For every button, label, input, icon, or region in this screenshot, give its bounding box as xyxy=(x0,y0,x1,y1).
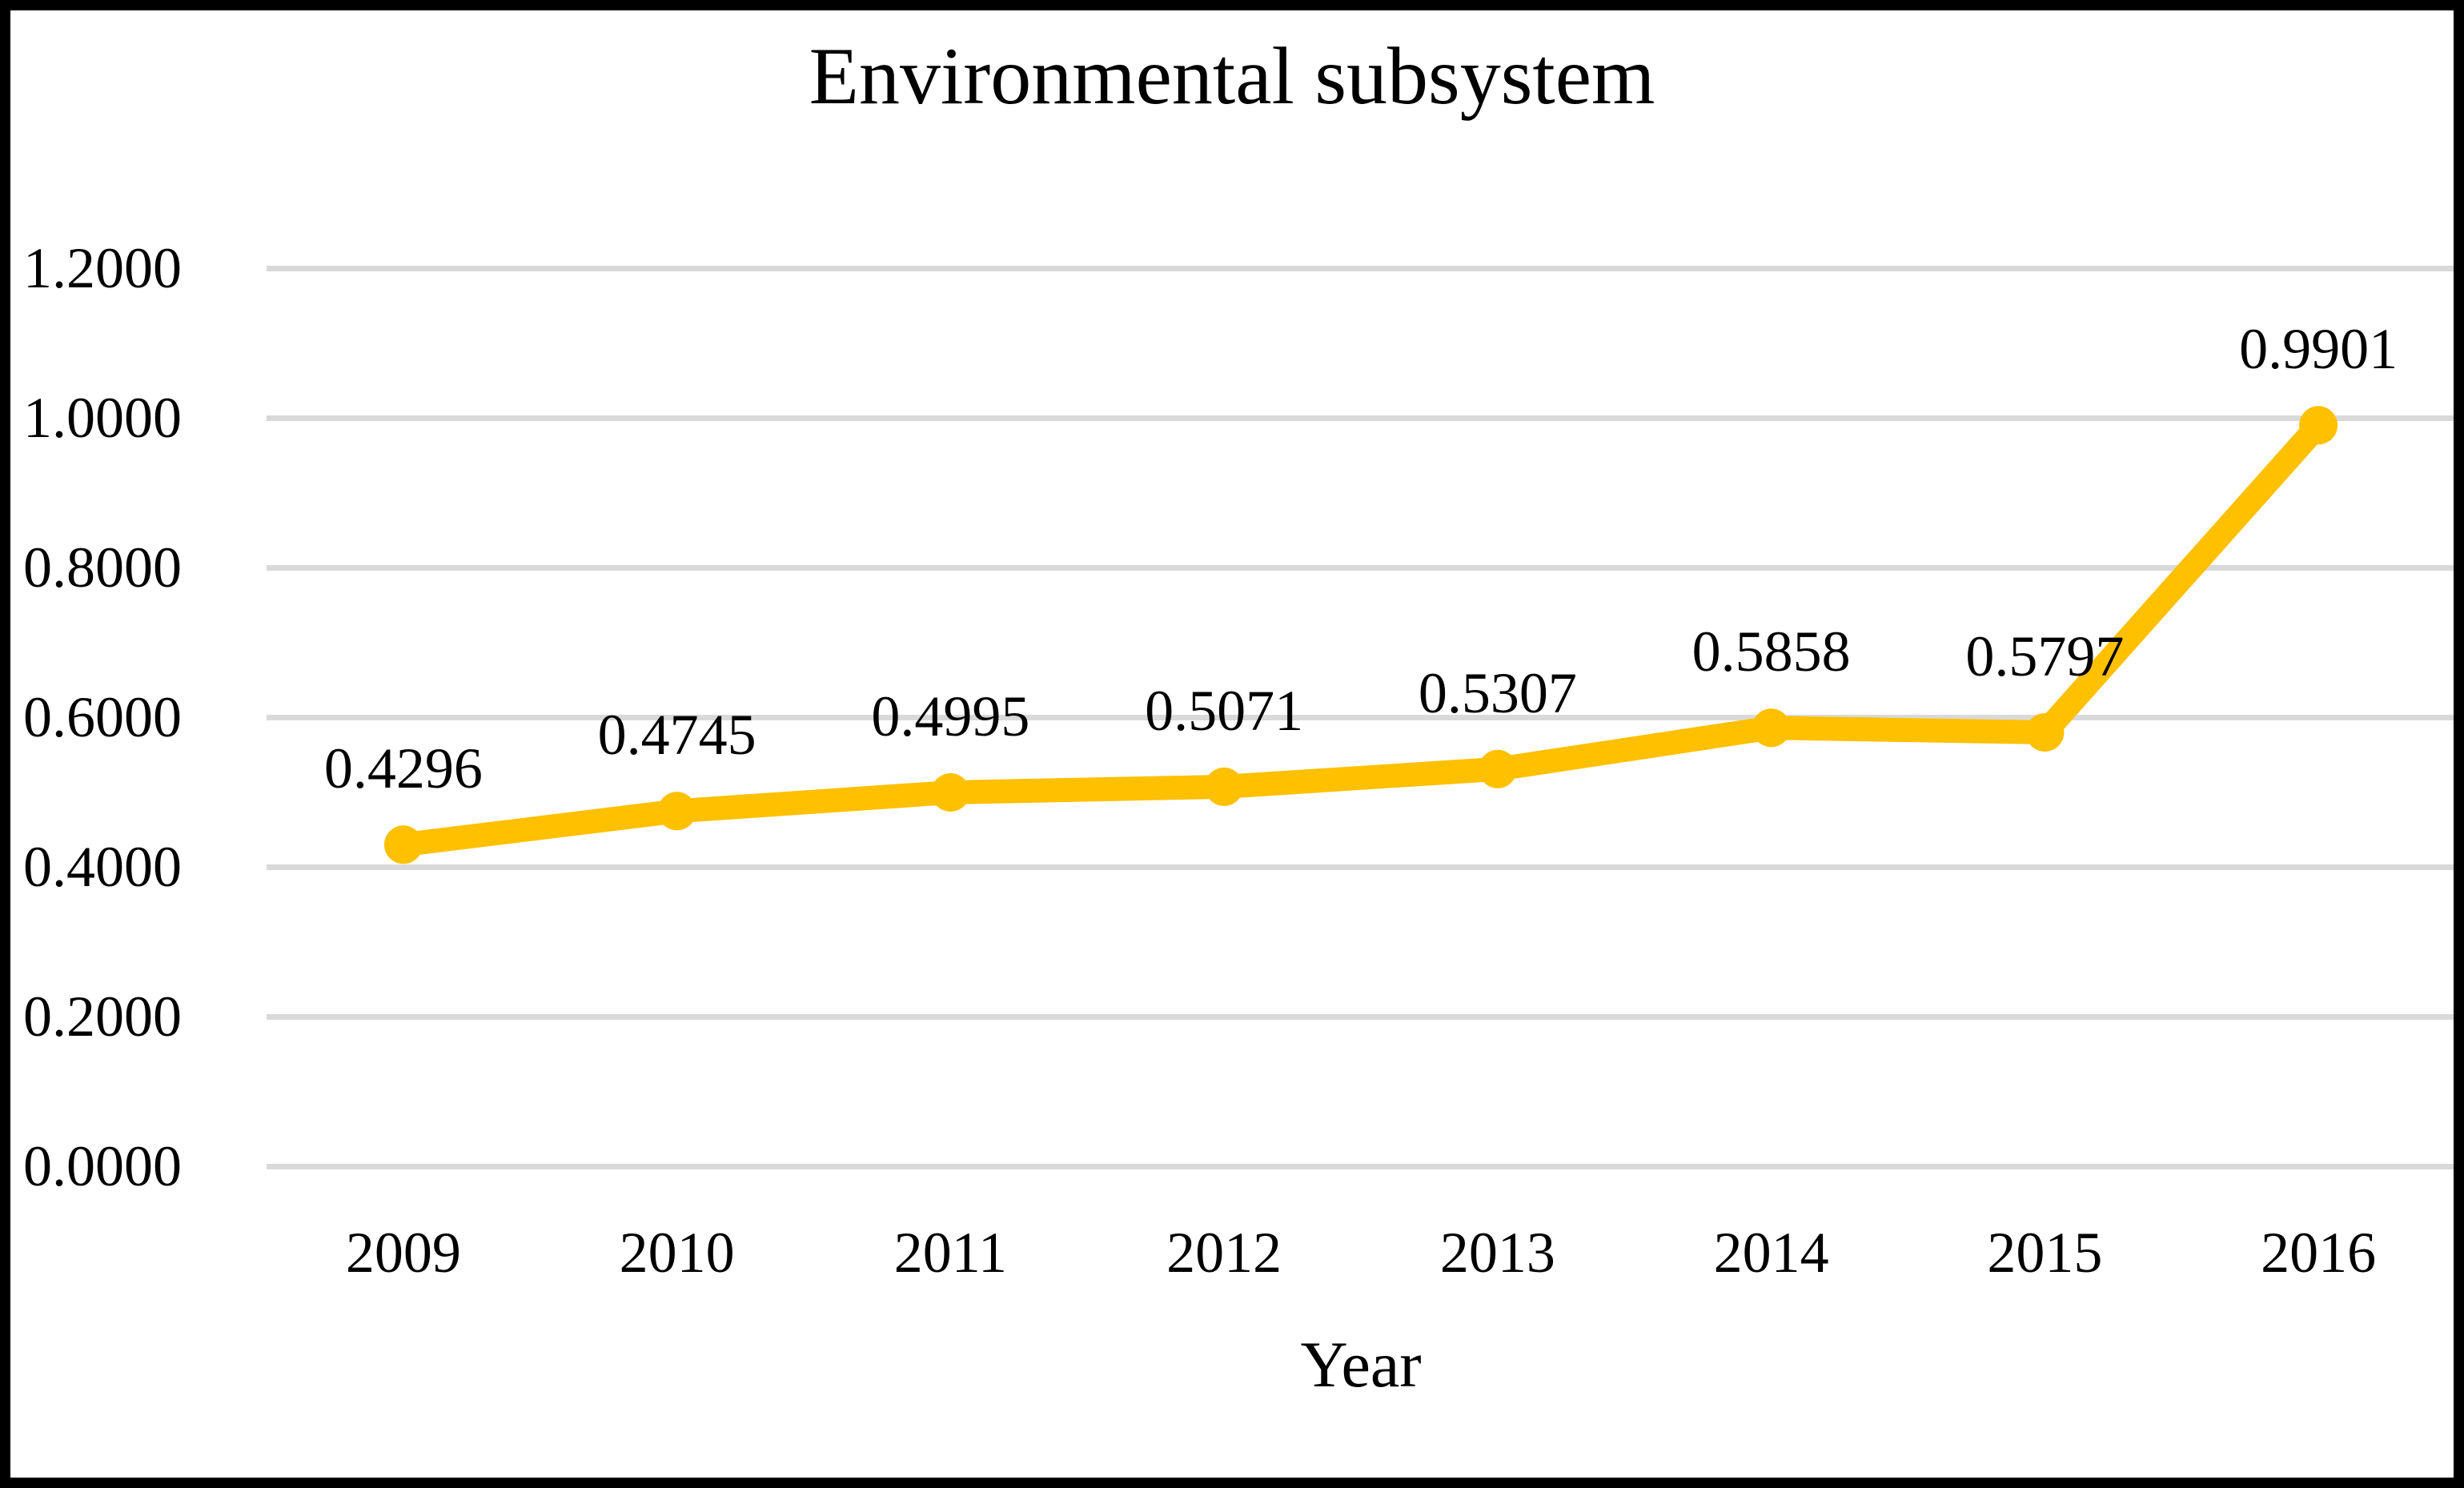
data-point-marker xyxy=(931,773,970,812)
data-label: 0.5071 xyxy=(1145,678,1304,743)
x-tick-label: 2012 xyxy=(1166,1221,1282,1285)
data-label: 0.5307 xyxy=(1418,660,1577,725)
gridline xyxy=(267,265,2454,271)
gridline xyxy=(267,714,2454,720)
data-point-marker xyxy=(1752,708,1791,748)
y-tick-label: 0.8000 xyxy=(23,535,182,600)
y-tick-label: 1.0000 xyxy=(23,386,182,450)
gridline xyxy=(267,1163,2454,1169)
data-label: 0.4745 xyxy=(597,703,756,768)
data-label: 0.5797 xyxy=(1965,624,2125,688)
y-tick-label: 1.2000 xyxy=(23,236,182,300)
gridline xyxy=(267,864,2454,870)
x-axis-title: Year xyxy=(1300,1328,1422,1401)
data-point-marker xyxy=(1478,749,1517,788)
x-tick-label: 2009 xyxy=(345,1221,461,1285)
x-tick-label: 2016 xyxy=(2261,1221,2377,1285)
x-tick-label: 2011 xyxy=(893,1221,1008,1285)
data-label: 0.9901 xyxy=(2239,317,2398,382)
x-tick-label: 2010 xyxy=(619,1221,735,1285)
x-tick-label: 2013 xyxy=(1439,1221,1555,1285)
series-layer xyxy=(383,406,2338,864)
plot-area xyxy=(267,265,2454,1169)
data-point-marker xyxy=(1205,767,1244,806)
data-point-marker xyxy=(2025,713,2065,752)
data-label: 0.5858 xyxy=(1691,620,1851,684)
chart-title: Environmental subsystem xyxy=(809,31,1655,122)
x-tick-label: 2014 xyxy=(1713,1221,1829,1285)
y-tick-label: 0.0000 xyxy=(23,1134,182,1198)
gridline xyxy=(267,415,2454,421)
y-tick-label: 0.2000 xyxy=(23,985,182,1049)
series-line xyxy=(391,413,2331,857)
gridline xyxy=(267,1013,2454,1020)
data-label: 0.4296 xyxy=(323,736,483,801)
y-tick-label: 0.6000 xyxy=(23,685,182,749)
data-label: 0.4995 xyxy=(871,684,1030,748)
data-point-marker xyxy=(2299,406,2338,445)
gridline xyxy=(267,564,2454,571)
x-tick-label: 2015 xyxy=(1987,1221,2103,1285)
data-point-marker xyxy=(383,825,423,864)
y-tick-label: 0.4000 xyxy=(23,835,182,899)
data-point-marker xyxy=(657,792,696,831)
